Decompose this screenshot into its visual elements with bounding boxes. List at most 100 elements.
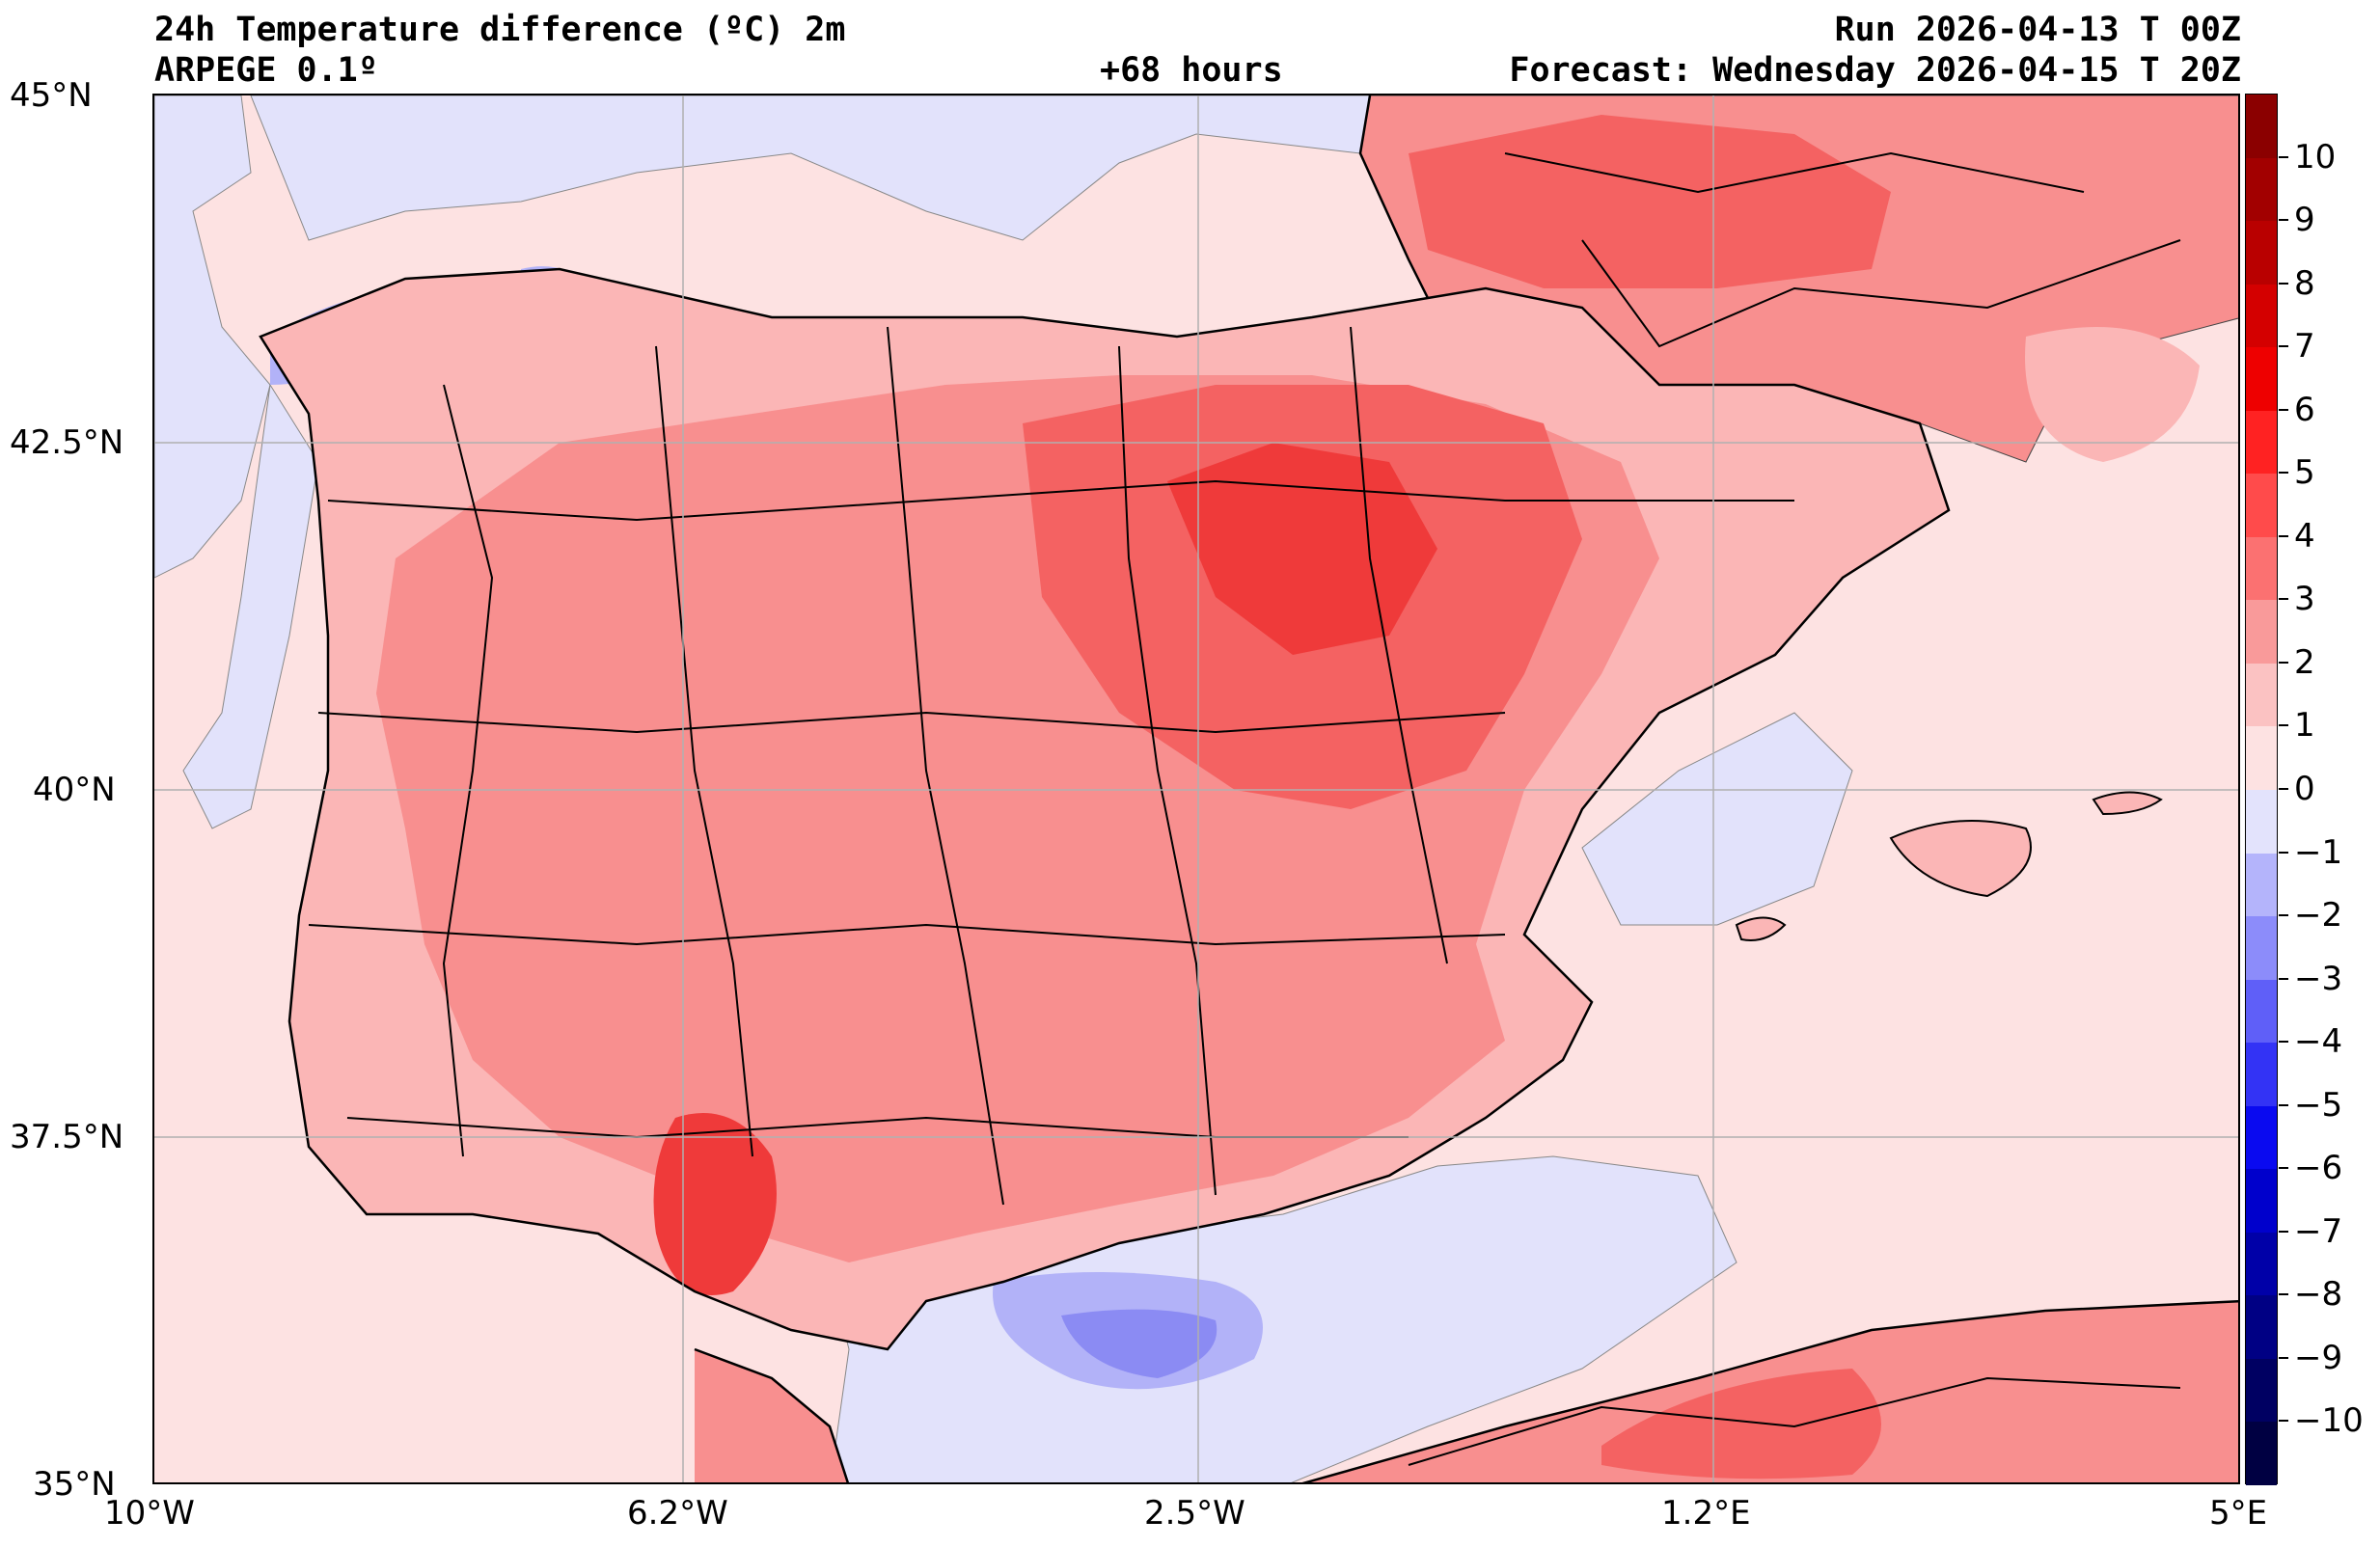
colorbar-tick-label: −8 — [2294, 1275, 2343, 1315]
colorbar-cell — [2246, 284, 2277, 349]
island-menorca — [2092, 791, 2163, 816]
colorbar-cell — [2246, 1295, 2277, 1360]
colorbar-cell — [2246, 663, 2277, 728]
graticule — [154, 95, 2238, 1482]
map-panel — [152, 94, 2240, 1484]
warm-core-aragon — [1167, 443, 1437, 655]
colorbar-tick-label: 9 — [2294, 201, 2315, 240]
island-mallorca — [1889, 820, 2032, 898]
colorbar-tick — [2279, 788, 2288, 790]
warm-core-andalusia — [653, 1113, 777, 1295]
forecast-label: Forecast: Wednesday 2026-04-15 T 20Z — [1509, 51, 2241, 90]
colorbar-cell — [2246, 1422, 2277, 1485]
colorbar-cell — [2246, 1169, 2277, 1234]
lat-label-40: 40°N — [33, 771, 116, 809]
negative-anomaly-zone-galicia — [182, 383, 319, 829]
colorbar-tick — [2279, 1420, 2288, 1423]
negative-anomaly-zone-atlantic — [154, 95, 271, 579]
lon-label-2-5w: 2.5°W — [1144, 1494, 1245, 1533]
colorbar-tick-label: −6 — [2294, 1149, 2343, 1188]
colorbar-cell — [2246, 853, 2277, 918]
colorbar-tick — [2279, 345, 2288, 348]
colorbar-tick — [2279, 661, 2288, 664]
model-label: ARPEGE 0.1º — [154, 51, 378, 90]
colorbar-tick — [2279, 534, 2288, 537]
lon-label-1-2e: 1.2°E — [1661, 1494, 1751, 1533]
run-label: Run 2026-04-13 T 00Z — [1834, 11, 2241, 49]
coastline-france — [1358, 95, 1430, 299]
colorbar-cell — [2246, 157, 2277, 223]
warm-core-maghreb — [1601, 1369, 1881, 1479]
colorbar-tick-label: −2 — [2294, 896, 2343, 936]
colorbar-cell — [2246, 347, 2277, 412]
colorbar-tick-label: −5 — [2294, 1085, 2343, 1125]
colorbar-cell — [2246, 979, 2277, 1045]
temperature-difference-map — [154, 95, 2238, 1482]
colorbar-cell — [2246, 1358, 2277, 1424]
colorbar-tick — [2279, 472, 2288, 475]
colorbar-tick — [2279, 282, 2288, 285]
colorbar-cell — [2246, 726, 2277, 791]
colorbar-tick — [2279, 1293, 2288, 1296]
colorbar-cell — [2246, 410, 2277, 475]
colorbar-tick — [2279, 219, 2288, 222]
colorbar-cell — [2246, 95, 2277, 159]
colorbar-tick-label: −1 — [2294, 832, 2343, 872]
lat-label-37-5: 37.5°N — [10, 1118, 124, 1156]
colorbar-cell — [2246, 1105, 2277, 1171]
colorbar-cell — [2246, 474, 2277, 538]
colorbar-tick — [2279, 977, 2288, 980]
colorbar-cell — [2246, 600, 2277, 665]
island-ibiza — [1735, 916, 1787, 941]
colorbar-tick-label: 4 — [2294, 516, 2315, 556]
lat-label-35: 35°N — [33, 1465, 116, 1504]
colorbar-tick-label: 7 — [2294, 327, 2315, 366]
colorbar-tick — [2279, 408, 2288, 411]
colorbar-tick-label: 2 — [2294, 642, 2315, 682]
lon-label-10w: 10°W — [104, 1494, 195, 1533]
colorbar-cell — [2246, 536, 2277, 602]
colorbar-tick — [2279, 1356, 2288, 1359]
colorbar-cell — [2246, 221, 2277, 285]
colorbar-tick — [2279, 1041, 2288, 1044]
colorbar-tick-label: 1 — [2294, 706, 2315, 746]
negative-anomaly-zone-balearic-sea — [1581, 712, 1853, 926]
lat-label-45: 45°N — [10, 76, 93, 115]
colorbar-tick-label: 6 — [2294, 390, 2315, 429]
colorbar-cell — [2246, 916, 2277, 981]
colorbar-cell — [2246, 1232, 2277, 1297]
map-title: 24h Temperature difference (ºC) 2m — [154, 11, 846, 49]
colorbar-tick-label: −4 — [2294, 1022, 2343, 1062]
colorbar-tick — [2279, 851, 2288, 854]
lon-label-5e: 5°E — [2209, 1494, 2268, 1533]
colorbar-tick — [2279, 914, 2288, 917]
colorbar-tick — [2279, 1230, 2288, 1233]
colorbar-tick — [2279, 1167, 2288, 1170]
negative-anomaly-zone-biscay — [250, 95, 1371, 241]
colorbar-tick — [2279, 1103, 2288, 1106]
warm-zone-north-africa — [695, 1349, 848, 1482]
warm-zone-gulf-lion — [2025, 327, 2200, 462]
lat-label-42-5: 42.5°N — [10, 423, 124, 462]
colorbar-tick-label: 0 — [2294, 770, 2315, 808]
colorbar-cell — [2246, 1043, 2277, 1107]
colorbar-tick-label: −3 — [2294, 959, 2343, 998]
lead-time-label: +68 hours — [1100, 51, 1283, 90]
colorbar-cell — [2246, 790, 2277, 855]
cool-spot-alboran-core — [1061, 1309, 1217, 1378]
colorbar-tick-label: 3 — [2294, 580, 2315, 619]
colorbar-tick — [2279, 724, 2288, 727]
colorbar-tick-label: 5 — [2294, 453, 2315, 493]
colorbar-tick — [2279, 598, 2288, 601]
colorbar — [2245, 94, 2278, 1485]
coastline-north-africa — [694, 1299, 2238, 1482]
negative-anomaly-zone-alboran — [819, 1155, 1737, 1482]
colorbar-tick-label: −10 — [2294, 1401, 2364, 1441]
lon-label-6-2w: 6.2°W — [627, 1494, 728, 1533]
colorbar-tick-label: 8 — [2294, 263, 2315, 303]
colorbar-tick-label: −9 — [2294, 1338, 2343, 1377]
coastline-iberia — [259, 267, 1951, 1351]
colorbar-tick — [2279, 155, 2288, 158]
colorbar-tick-label: −7 — [2294, 1211, 2343, 1251]
colorbar-tick-label: 10 — [2294, 137, 2337, 176]
